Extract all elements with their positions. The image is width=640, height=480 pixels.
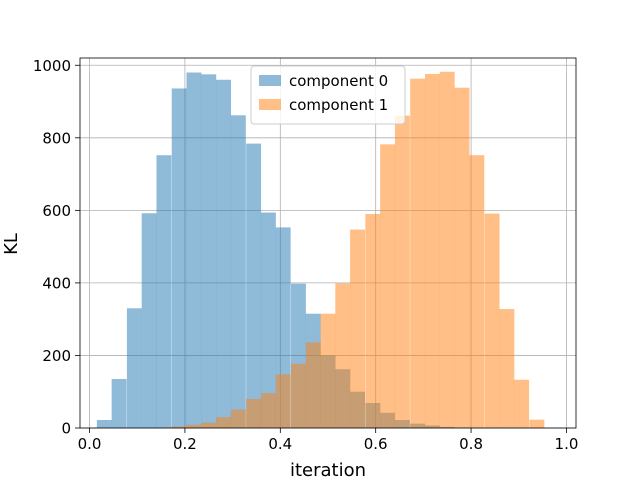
histogram-bar-series-1 xyxy=(335,283,351,428)
histogram-bar-series-1 xyxy=(484,213,500,428)
legend-swatch-1 xyxy=(259,99,281,110)
histogram-bar-series-1 xyxy=(246,398,262,428)
x-tick-label: 0.0 xyxy=(78,435,102,453)
histogram-bar-series-0 xyxy=(171,88,187,429)
histogram-bar-series-0 xyxy=(111,379,127,428)
legend-label-1: component 1 xyxy=(289,96,388,114)
histogram-bar-series-1 xyxy=(454,87,470,429)
plot-frame xyxy=(79,57,577,429)
histogram-bar-series-0 xyxy=(201,74,217,428)
histogram-bar-series-0 xyxy=(246,143,262,428)
histogram-bar-series-0 xyxy=(141,213,157,428)
x-tick-label: 0.4 xyxy=(268,435,292,453)
axes-frame xyxy=(79,57,577,429)
histogram-bar-series-0 xyxy=(186,72,202,429)
histogram-bar-series-1 xyxy=(350,229,366,428)
x-axis-label: iteration xyxy=(290,460,366,480)
histogram-bar-series-1 xyxy=(365,213,381,428)
histogram-bar-series-1 xyxy=(275,374,291,428)
histogram-bar-series-1 xyxy=(290,363,306,428)
histogram-bar-series-1 xyxy=(514,379,530,428)
y-tick-label: 0 xyxy=(61,420,71,438)
histogram-bar-series-0 xyxy=(260,212,276,428)
x-tick-label: 1.0 xyxy=(555,435,579,453)
y-tick-label: 600 xyxy=(42,202,71,220)
histogram-bar-series-1 xyxy=(230,409,246,428)
histogram-bar-series-0 xyxy=(216,79,232,428)
x-tick-label: 0.8 xyxy=(459,435,483,453)
legend-swatch-0 xyxy=(259,75,281,86)
y-tick-label: 200 xyxy=(42,347,71,365)
histogram-bar-series-0 xyxy=(126,308,142,428)
legend-label-0: component 0 xyxy=(289,72,388,90)
x-tick-label: 0.6 xyxy=(364,435,388,453)
histogram-bar-series-1 xyxy=(529,419,545,428)
histogram-bar-series-0 xyxy=(156,155,172,428)
histogram-bar-series-0 xyxy=(96,420,112,428)
histogram-bar-series-1 xyxy=(216,417,232,428)
histogram-bar-series-1 xyxy=(469,155,485,428)
histogram-bar-series-1 xyxy=(424,73,440,428)
histogram-bar-series-1 xyxy=(394,115,410,429)
histogram-bar-series-1 xyxy=(171,426,187,428)
tick-marks: 0.0 0.2 0.4 0.6 0.8 1.0 0 200 400 600 800 1000 xyxy=(33,57,579,453)
histogram-bar-series-1 xyxy=(439,71,455,429)
histogram-bars xyxy=(96,71,545,429)
histogram-bar-series-0 xyxy=(230,115,246,429)
histogram-bar-series-1 xyxy=(260,393,276,428)
y-tick-label: 1000 xyxy=(33,57,71,75)
histogram-bar-series-1 xyxy=(320,313,336,428)
x-tick-label: 0.2 xyxy=(173,435,197,453)
histogram-bar-series-1 xyxy=(410,78,426,429)
histogram-bar-series-1 xyxy=(201,422,217,428)
y-tick-label: 400 xyxy=(42,274,71,292)
legend: component 0 component 1 xyxy=(250,65,406,125)
histogram-bar-series-1 xyxy=(305,342,321,428)
y-axis-label: KL xyxy=(1,233,22,255)
histogram-bar-series-1 xyxy=(186,424,202,428)
y-tick-label: 800 xyxy=(42,129,71,147)
histogram-bar-series-1 xyxy=(499,309,515,428)
legend-box xyxy=(250,65,406,125)
histogram-bar-series-1 xyxy=(380,144,396,429)
